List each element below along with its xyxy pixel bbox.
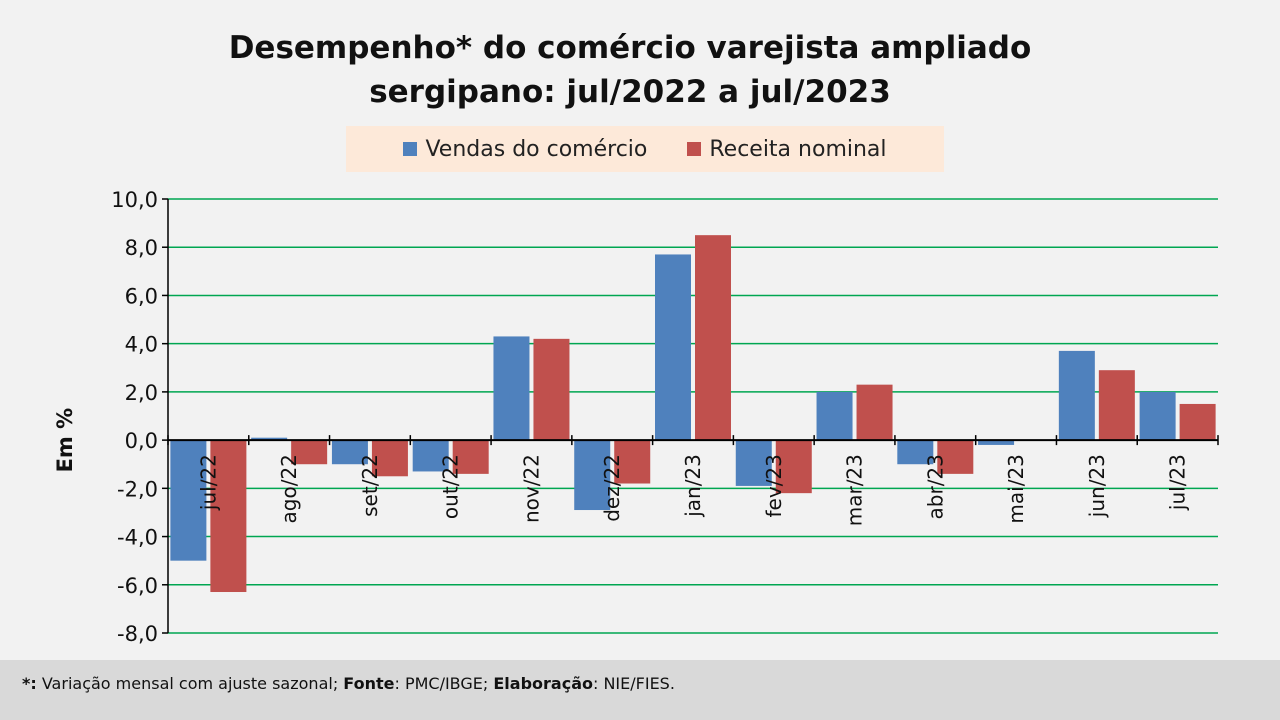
bar-receita	[856, 384, 893, 441]
y-tick-label: 6,0	[125, 284, 158, 308]
legend-swatch-vendas	[403, 142, 418, 156]
bar-vendas	[1058, 350, 1095, 441]
x-tick-label: dez/22	[600, 454, 624, 522]
bar-vendas	[978, 440, 1015, 445]
bar-receita	[775, 440, 812, 494]
x-tick-label: set/22	[358, 454, 382, 517]
y-tick-label: 8,0	[125, 236, 158, 260]
legend-label: Vendas do comércio	[425, 136, 648, 162]
x-tick-label: ago/22	[277, 454, 301, 523]
footnote-elab: : NIE/FIES.	[592, 674, 675, 693]
bar-vendas	[331, 440, 368, 465]
y-tick-label: -8,0	[117, 622, 158, 646]
x-tick-label: mar/23	[843, 454, 867, 526]
bar-receita	[695, 235, 731, 441]
x-tick-label: mai/23	[1004, 454, 1028, 523]
bar-receita	[614, 440, 651, 484]
bar-receita	[1179, 403, 1216, 441]
footnote-text: Variação mensal com ajuste sazonal;	[36, 674, 344, 693]
bar-vendas	[735, 440, 772, 486]
title-line-1: Desempenho* do comércio varejista amplia…	[228, 30, 1032, 66]
bar-vendas	[493, 336, 530, 441]
bar-vendas	[412, 440, 449, 472]
x-tick-label: jul/23	[1166, 454, 1190, 511]
x-tick-label: jun/23	[1085, 454, 1109, 518]
bar-vendas	[574, 440, 611, 511]
y-tick-label: 2,0	[125, 381, 158, 405]
title-line-2: sergipano: jul/2022 a jul/2023	[369, 74, 891, 110]
bar-receita	[371, 440, 408, 477]
legend-swatch-receita	[687, 142, 702, 156]
bar-vendas	[251, 437, 288, 441]
x-tick-label: jan/23	[681, 454, 705, 518]
bar-vendas	[170, 440, 207, 561]
footnote-source: : PMC/IBGE;	[394, 674, 494, 693]
bar-receita	[210, 440, 247, 593]
legend: Vendas do comércio Receita nominal	[346, 126, 944, 172]
bar-vendas	[816, 391, 853, 441]
legend-label: Receita nominal	[709, 136, 887, 162]
y-tick-label: -2,0	[117, 477, 158, 501]
y-axis-label: Em %	[53, 408, 77, 473]
y-tick-label: -4,0	[117, 526, 158, 550]
footnote-marker: *:	[22, 674, 37, 693]
bar-receita	[291, 440, 328, 465]
x-tick-label: jul/22	[196, 454, 220, 511]
bar-vendas	[897, 440, 934, 465]
x-tick-label: abr/23	[923, 454, 947, 519]
y-tick-label: 0,0	[125, 429, 158, 453]
y-tick-label: 10,0	[111, 188, 158, 212]
x-tick-label: fev/23	[762, 454, 786, 517]
bar-receita	[937, 440, 974, 474]
bar-receita	[533, 338, 570, 441]
y-tick-label: 4,0	[125, 333, 158, 357]
legend-item-receita: Receita nominal	[687, 136, 887, 162]
footnote-source-label: Fonte	[343, 674, 395, 693]
footnote: *: Variação mensal com ajuste sazonal; F…	[22, 674, 675, 693]
bar-receita	[452, 440, 489, 474]
bar-vendas	[1139, 391, 1176, 441]
y-tick-label: -6,0	[117, 574, 158, 598]
legend-item-vendas: Vendas do comércio	[403, 137, 647, 162]
x-tick-label: out/22	[439, 454, 463, 519]
chart-title: Desempenho* do comércio varejista amplia…	[0, 26, 1260, 114]
bar-receita	[1098, 370, 1135, 441]
footnote-elab-label: Elaboração	[493, 674, 593, 693]
bar-vendas	[655, 254, 691, 441]
x-tick-label: nov/22	[519, 454, 543, 523]
